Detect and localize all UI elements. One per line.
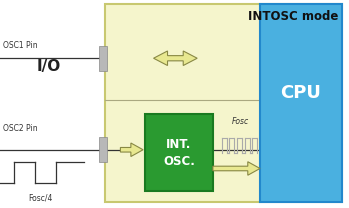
Text: Fosc: Fosc (232, 117, 250, 126)
Text: Fosc/4: Fosc/4 (28, 193, 52, 202)
Text: OSC2 Pin: OSC2 Pin (3, 124, 38, 134)
Text: CPU: CPU (281, 84, 321, 102)
Polygon shape (154, 51, 197, 66)
FancyBboxPatch shape (105, 4, 342, 202)
Text: INTOSC mode: INTOSC mode (248, 10, 339, 23)
Text: I/O: I/O (37, 59, 61, 74)
Polygon shape (120, 143, 143, 156)
Polygon shape (213, 162, 260, 175)
FancyBboxPatch shape (99, 137, 107, 162)
FancyBboxPatch shape (260, 4, 342, 202)
FancyBboxPatch shape (145, 114, 213, 191)
Text: OSC1 Pin: OSC1 Pin (3, 41, 38, 50)
FancyBboxPatch shape (99, 46, 107, 71)
Text: INT.
OSC.: INT. OSC. (163, 138, 195, 168)
